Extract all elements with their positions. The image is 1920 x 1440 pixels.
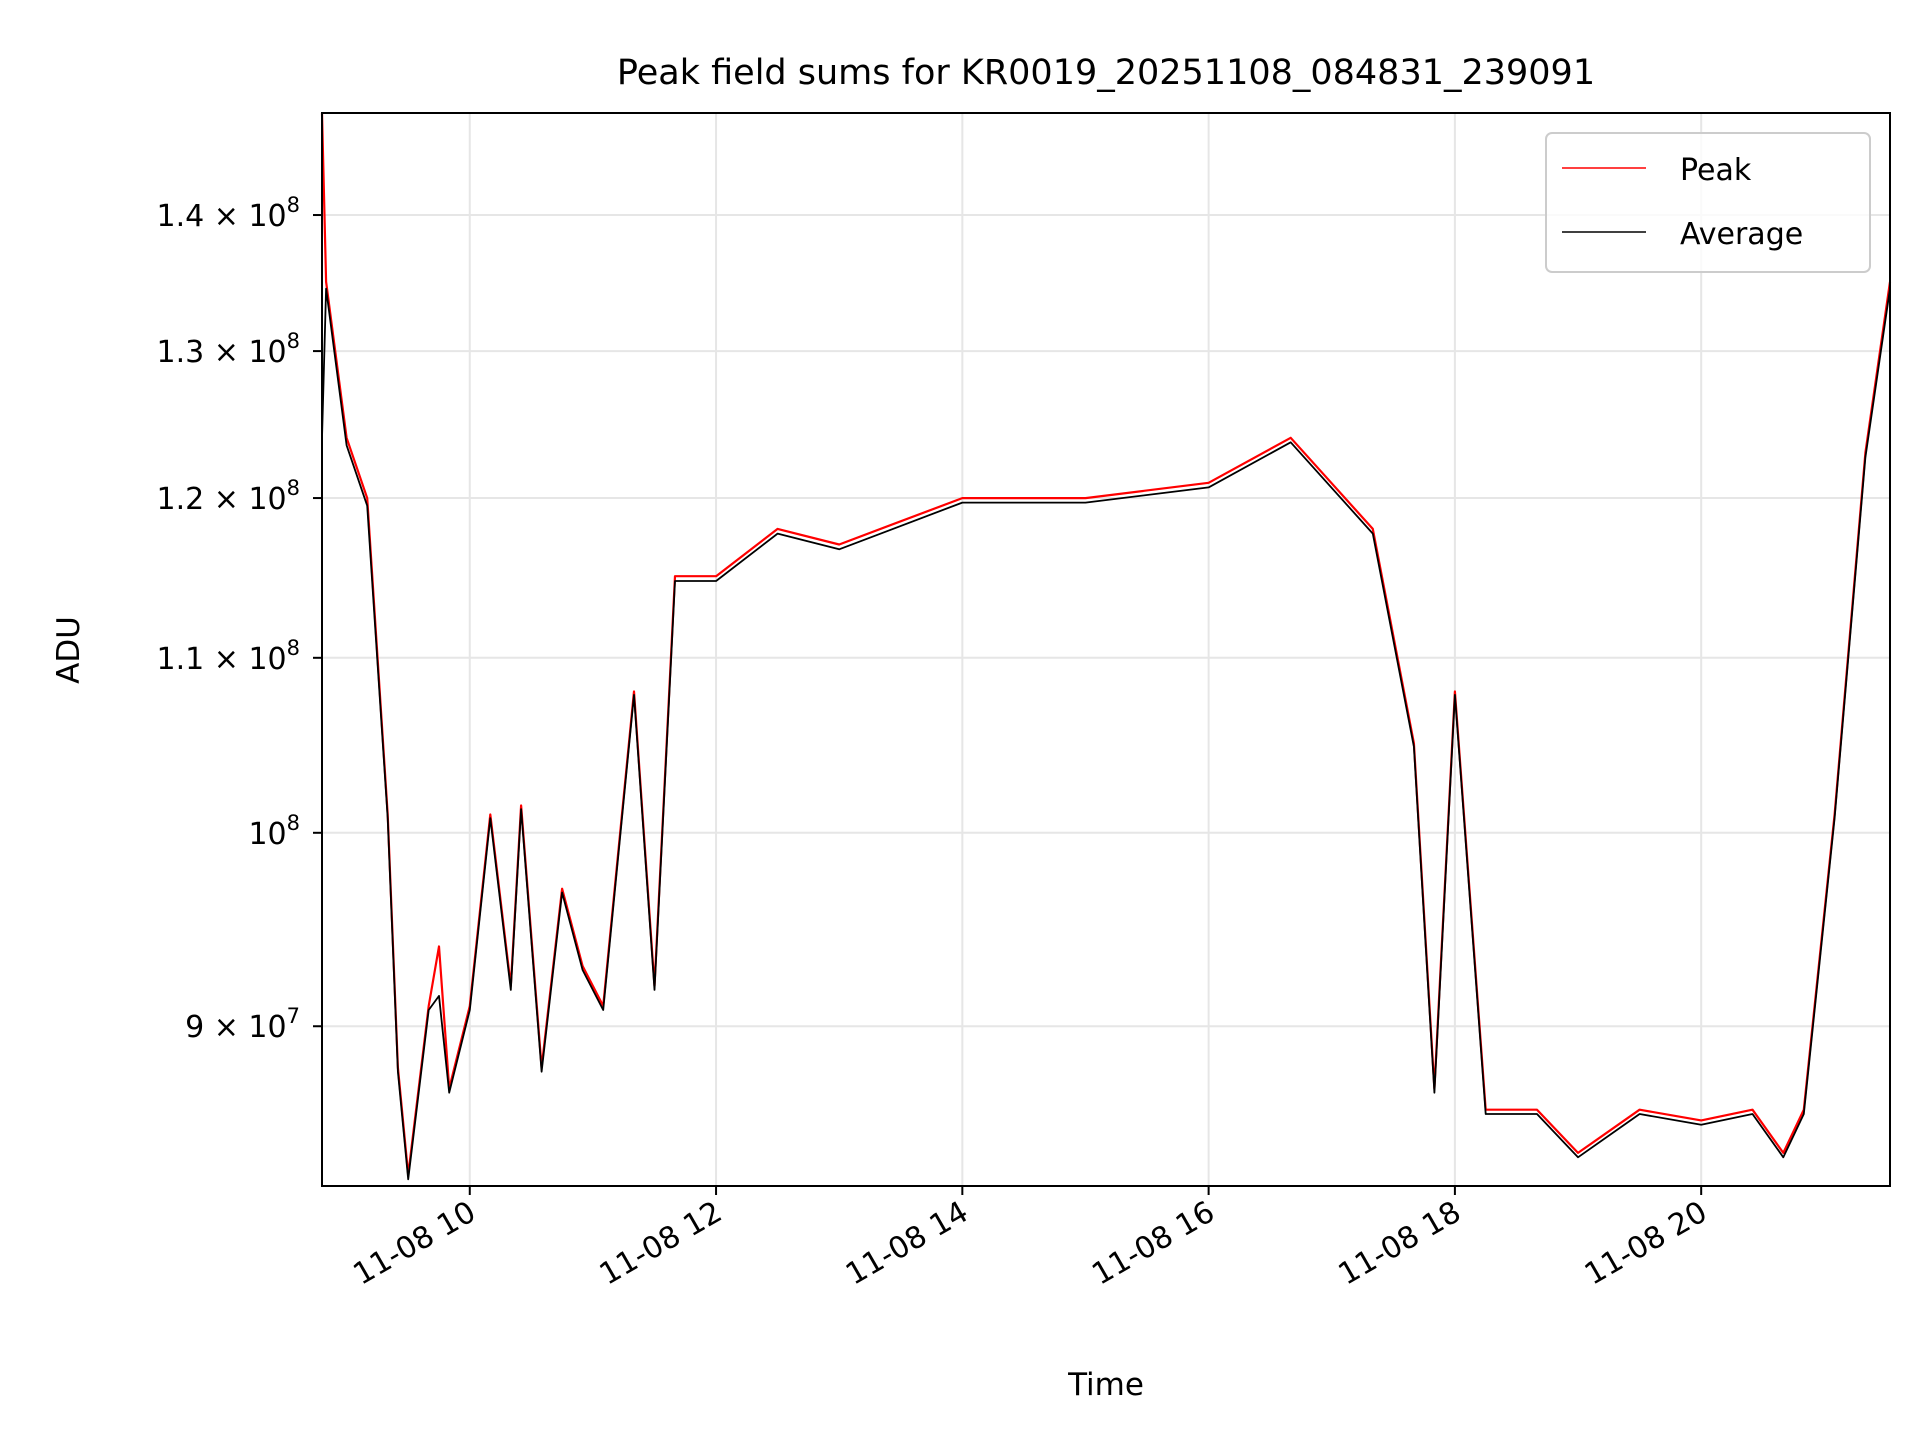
legend: Peak Average	[1545, 132, 1871, 273]
legend-label-peak: Peak	[1680, 153, 1752, 188]
y-tick-label: 1.4 × 108	[157, 193, 300, 234]
y-tick-label: 9 × 107	[185, 1004, 300, 1045]
legend-label-average: Average	[1680, 217, 1803, 252]
plot-lines	[320, 112, 1892, 1181]
y-tick-label: 1.3 × 108	[157, 329, 300, 370]
grid	[322, 113, 1890, 1186]
y-tick-label: 108	[248, 811, 300, 852]
x-axis-label: Time	[1067, 1367, 1144, 1403]
y-tick-label: 1.1 × 108	[157, 636, 300, 677]
y-tick-label: 1.2 × 108	[157, 476, 300, 517]
peak-line	[320, 112, 1892, 1176]
chart-title: Peak field sums for KR0019_20251108_0848…	[617, 53, 1595, 93]
y-axis-ticks: 9 × 107 108 1.1 × 108 1.2 × 108 1.3 × 108 1.4…	[157, 193, 322, 1045]
plot-frame	[321, 112, 1891, 1187]
average-line	[321, 287, 1891, 1181]
y-axis-label: ADU	[51, 616, 87, 684]
